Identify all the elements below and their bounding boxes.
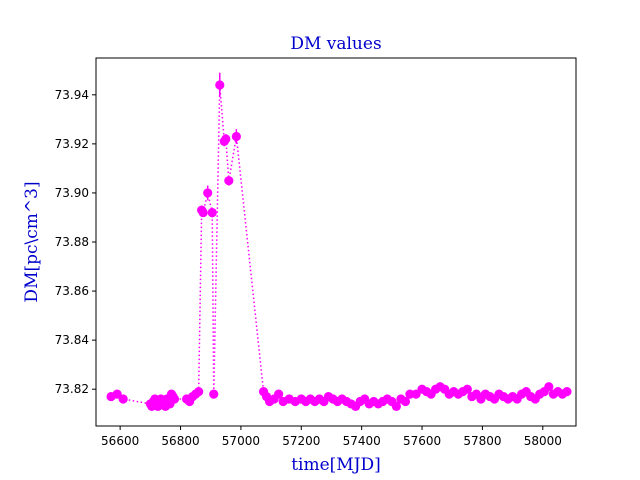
data-point — [544, 382, 554, 392]
x-tick-label: 56600 — [101, 434, 139, 448]
data-point — [224, 176, 234, 186]
data-point — [209, 389, 219, 399]
data-point — [400, 396, 411, 407]
data-point — [118, 394, 128, 404]
chart-title: DM values — [290, 34, 381, 54]
y-tick-label: 73.84 — [55, 333, 89, 347]
y-axis: 73.82 73.84 73.86 73.88 73.90 73.92 73.94 — [55, 88, 96, 396]
x-tick-label: 57200 — [282, 434, 320, 448]
data-point — [207, 207, 217, 218]
y-tick-label: 73.86 — [55, 284, 89, 298]
y-tick-label: 73.82 — [55, 382, 89, 396]
x-tick-label: 57400 — [343, 434, 381, 448]
data-point — [203, 188, 213, 198]
y-tick-label: 73.88 — [55, 235, 89, 249]
data-point — [462, 384, 472, 394]
data-point — [231, 131, 241, 142]
data-point — [194, 387, 204, 397]
x-tick-label: 57600 — [403, 434, 441, 448]
y-axis-label: DM[pc\cm^3] — [22, 181, 42, 302]
x-axis-label: time[MJD] — [291, 455, 381, 475]
data-point — [169, 394, 180, 404]
y-tick-label: 73.90 — [55, 186, 89, 200]
x-tick-label: 57800 — [463, 434, 501, 448]
y-tick-label: 73.94 — [55, 88, 89, 102]
y-tick-label: 73.92 — [55, 137, 89, 151]
data-point — [274, 389, 284, 399]
data-point — [221, 134, 231, 144]
x-tick-label: 56800 — [161, 434, 199, 448]
data-point — [215, 80, 225, 90]
x-tick-label: 58000 — [524, 434, 562, 448]
data-point — [391, 401, 401, 411]
data-point — [198, 207, 208, 218]
x-tick-label: 57000 — [222, 434, 260, 448]
x-axis: 56600 56800 57000 57200 57400 57600 57800 58000 — [101, 426, 562, 448]
data-point — [562, 387, 572, 397]
plot-area — [106, 72, 572, 411]
